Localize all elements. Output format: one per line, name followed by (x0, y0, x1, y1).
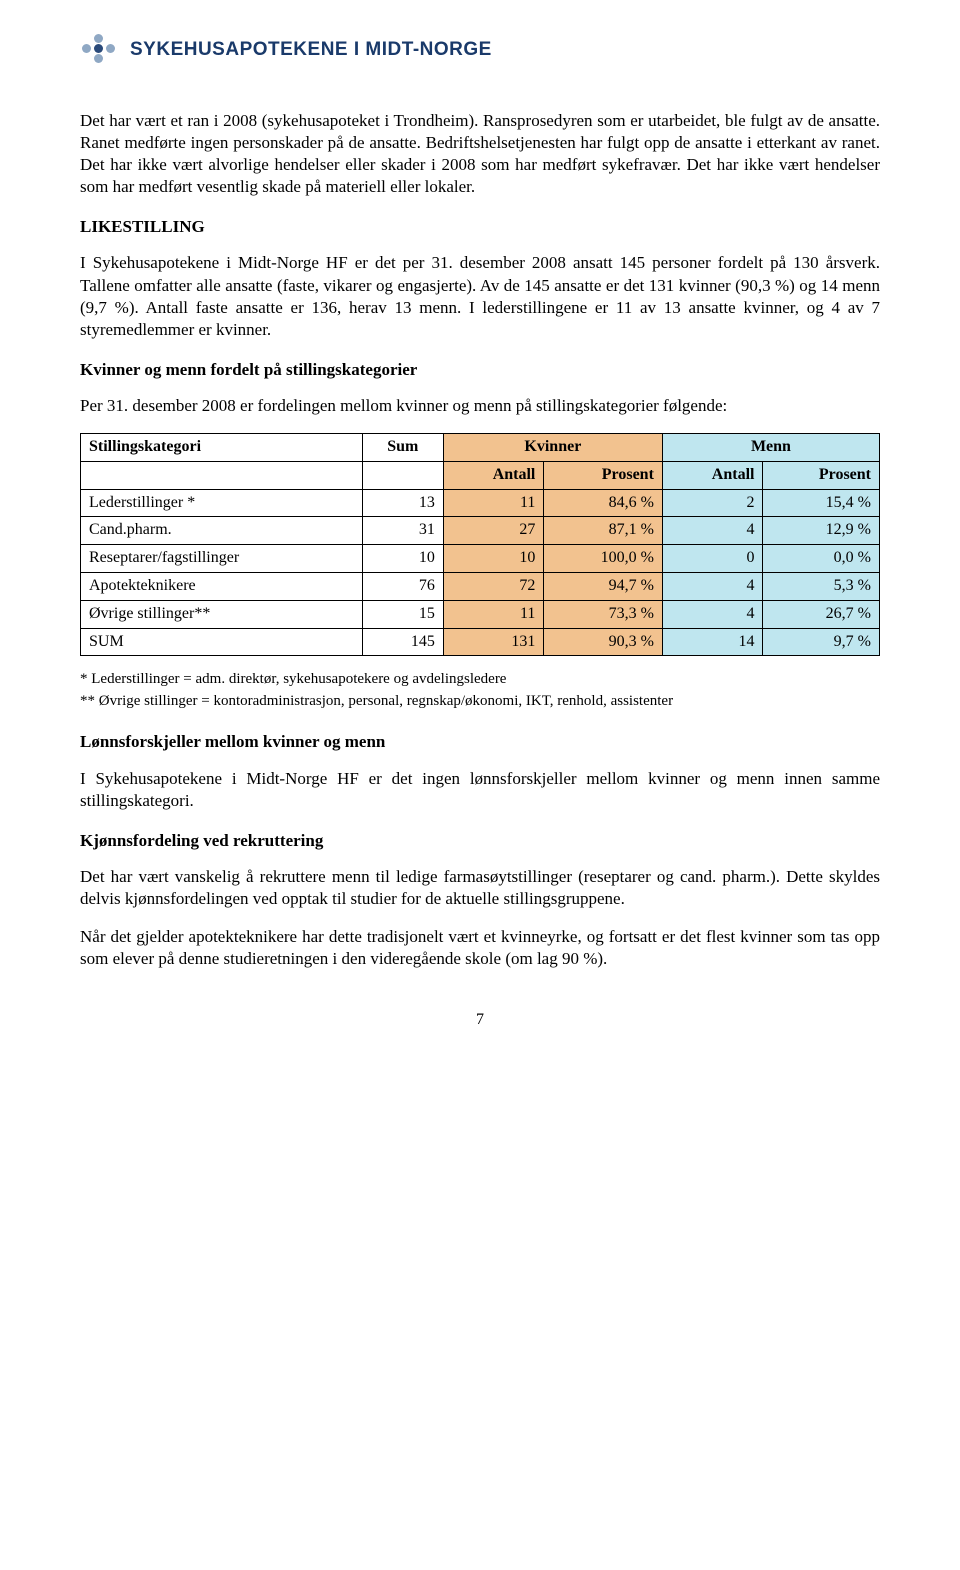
th-menn: Menn (662, 434, 879, 462)
table-cell: 76 (362, 573, 443, 601)
brand-name: SYKEHUSAPOTEKENE I MIDT-NORGE (130, 38, 492, 63)
table-row: Lederstillinger *131184,6 %215,4 % (81, 489, 880, 517)
th-antall: Antall (662, 461, 763, 489)
table-cell: 94,7 % (544, 573, 663, 601)
logo-icon (80, 30, 120, 70)
table-cell: 9,7 % (763, 628, 880, 656)
body-paragraph: Når det gjelder apotekteknikere har dett… (80, 926, 880, 970)
table-cell: 14 (662, 628, 763, 656)
heading-kvinner-menn: Kvinner og menn fordelt på stillingskate… (80, 359, 880, 381)
th-kategori: Stillingskategori (81, 434, 363, 462)
body-paragraph: Det har vært vanskelig å rekruttere menn… (80, 866, 880, 910)
heading-likestilling: LIKESTILLING (80, 216, 880, 238)
table-cell: Øvrige stillinger** (81, 600, 363, 628)
table-cell: 73,3 % (544, 600, 663, 628)
th-blank (81, 461, 363, 489)
table-cell: Lederstillinger * (81, 489, 363, 517)
table-cell: 26,7 % (763, 600, 880, 628)
table-cell: 72 (443, 573, 544, 601)
th-blank (362, 461, 443, 489)
table-cell: 10 (443, 545, 544, 573)
table-row: Øvrige stillinger**151173,3 %426,7 % (81, 600, 880, 628)
th-antall: Antall (443, 461, 544, 489)
th-kvinner: Kvinner (443, 434, 662, 462)
heading-kjonn: Kjønnsfordeling ved rekruttering (80, 830, 880, 852)
table-cell: 90,3 % (544, 628, 663, 656)
table-cell: 84,6 % (544, 489, 663, 517)
table-cell: 145 (362, 628, 443, 656)
table-cell: 2 (662, 489, 763, 517)
table-cell: 0 (662, 545, 763, 573)
table-cell: 10 (362, 545, 443, 573)
table-cell: 4 (662, 573, 763, 601)
table-row: Reseptarer/fagstillinger1010100,0 %00,0 … (81, 545, 880, 573)
body-paragraph: Det har vært et ran i 2008 (sykehusapote… (80, 110, 880, 198)
table-cell: 11 (443, 600, 544, 628)
table-cell: 4 (662, 600, 763, 628)
table-cell: 27 (443, 517, 544, 545)
page-number: 7 (80, 1010, 880, 1031)
heading-lonn: Lønnsforskjeller mellom kvinner og menn (80, 731, 880, 753)
th-prosent: Prosent (544, 461, 663, 489)
body-paragraph: I Sykehusapotekene i Midt-Norge HF er de… (80, 252, 880, 340)
th-sum: Sum (362, 434, 443, 462)
table-row: Cand.pharm.312787,1 %412,9 % (81, 517, 880, 545)
table-cell: 31 (362, 517, 443, 545)
footnote: * Lederstillinger = adm. direktør, sykeh… (80, 670, 880, 690)
table-cell: 15,4 % (763, 489, 880, 517)
table-row: Apotekteknikere767294,7 %45,3 % (81, 573, 880, 601)
table-cell: Reseptarer/fagstillinger (81, 545, 363, 573)
body-paragraph: Per 31. desember 2008 er fordelingen mel… (80, 395, 880, 417)
table-cell: 0,0 % (763, 545, 880, 573)
table-cell: 87,1 % (544, 517, 663, 545)
table-cell: Apotekteknikere (81, 573, 363, 601)
table-cell: 15 (362, 600, 443, 628)
table-cell: Cand.pharm. (81, 517, 363, 545)
table-cell: 100,0 % (544, 545, 663, 573)
table-cell: 131 (443, 628, 544, 656)
table-cell: 4 (662, 517, 763, 545)
body-paragraph: I Sykehusapotekene i Midt-Norge HF er de… (80, 768, 880, 812)
page-header: SYKEHUSAPOTEKENE I MIDT-NORGE (80, 30, 880, 70)
footnote: ** Øvrige stillinger = kontoradministras… (80, 692, 880, 712)
table-cell: SUM (81, 628, 363, 656)
th-prosent: Prosent (763, 461, 880, 489)
table-cell: 13 (362, 489, 443, 517)
table-cell: 12,9 % (763, 517, 880, 545)
stillingskategori-table: Stillingskategori Sum Kvinner Menn Antal… (80, 433, 880, 656)
table-cell: 5,3 % (763, 573, 880, 601)
table-cell: 11 (443, 489, 544, 517)
table-row: SUM14513190,3 %149,7 % (81, 628, 880, 656)
